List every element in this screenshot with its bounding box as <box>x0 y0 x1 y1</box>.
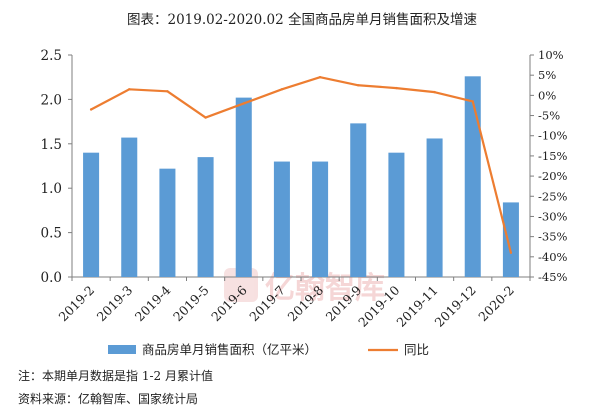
legend-bar-swatch <box>108 345 136 354</box>
legend-line-label: 同比 <box>404 342 429 357</box>
right-tick-label: -35% <box>538 230 568 244</box>
bar <box>83 152 100 277</box>
legend-bar-label: 商品房单月销售面积（亿平米） <box>142 342 317 357</box>
right-tick-label: -20% <box>538 169 568 183</box>
bar <box>350 123 367 277</box>
right-tick-label: -40% <box>538 250 568 264</box>
right-tick-label: 0% <box>538 88 556 102</box>
left-tick-label: 2.0 <box>41 92 62 108</box>
line-series <box>89 76 513 254</box>
chart-title: 图表：2019.02-2020.02 全国商品房单月销售面积及增速 <box>127 11 477 28</box>
line-path <box>90 76 512 254</box>
right-tick-label: -15% <box>538 149 568 163</box>
footnote: 注：本期单月数据是指 1-2 月累计值 <box>18 369 213 383</box>
bar <box>464 76 481 277</box>
right-tick-label: -5% <box>538 109 560 123</box>
x-tick-label: 2019-11 <box>393 283 440 330</box>
x-tick-label: 2019-5 <box>170 283 212 325</box>
line-point <box>204 116 207 119</box>
x-tick-label: 2019-4 <box>132 282 174 324</box>
legend: 商品房单月销售面积（亿平米） 同比 <box>108 342 429 357</box>
left-tick-label: 0.5 <box>41 226 62 242</box>
left-axis: 0.0 0.5 1.0 1.5 2.0 2.5 <box>41 48 73 286</box>
left-tick-label: 2.5 <box>41 48 62 64</box>
bar <box>235 97 252 278</box>
line-point <box>357 84 360 87</box>
line-point <box>509 251 513 254</box>
right-tick-label: -45% <box>538 270 568 284</box>
line-point <box>166 90 169 93</box>
x-tick-label: 2019-2 <box>55 283 97 325</box>
right-tick-label: -25% <box>538 189 568 203</box>
bar <box>121 137 138 277</box>
bar <box>426 138 443 277</box>
x-tick-label: 2019-12 <box>432 283 479 330</box>
bar <box>273 161 290 277</box>
bar <box>388 152 405 277</box>
x-tick-label: 2020-2 <box>475 283 517 325</box>
source-note: 资料来源：亿翰智库、国家统计局 <box>18 392 199 406</box>
left-tick-label: 1.0 <box>41 181 62 197</box>
bar-series <box>83 76 519 278</box>
left-tick-label: 0.0 <box>41 270 62 286</box>
bar <box>159 168 176 277</box>
bar <box>312 161 329 277</box>
left-tick-label: 1.5 <box>41 137 62 153</box>
bar <box>502 202 519 277</box>
line-point <box>395 86 398 90</box>
right-axis: 10% 5% 0% -5% -10% -15% -20% -25% -30% -35% -40% -4… <box>529 48 568 284</box>
x-tick-label: 2019-3 <box>94 282 136 324</box>
right-tick-label: 10% <box>538 48 564 62</box>
bar <box>197 157 214 277</box>
line-point <box>242 102 245 105</box>
line-point <box>318 76 322 79</box>
line-point <box>471 100 474 103</box>
line-point <box>89 108 93 111</box>
right-tick-label: -30% <box>538 209 568 223</box>
right-tick-label: -10% <box>538 129 568 143</box>
line-point <box>280 88 284 91</box>
line-point <box>128 88 131 91</box>
line-point <box>433 90 436 94</box>
right-tick-label: 5% <box>538 68 556 82</box>
